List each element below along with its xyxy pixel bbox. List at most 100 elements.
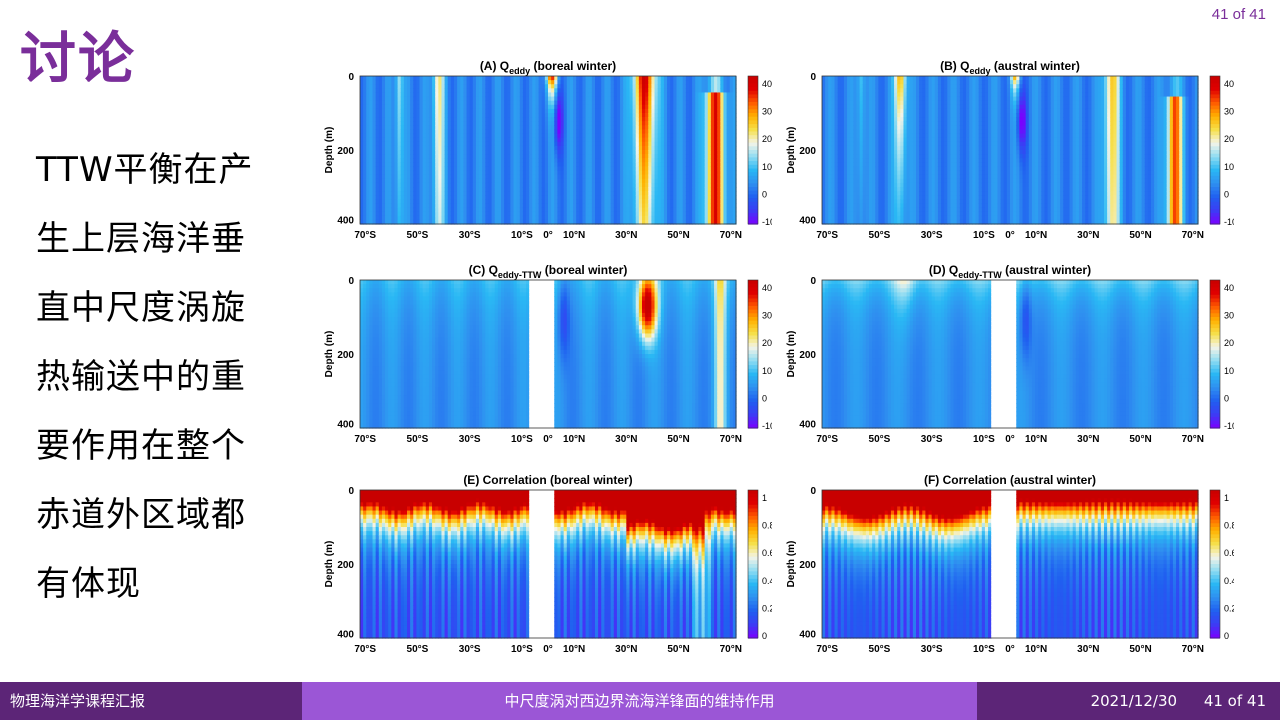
y-tick-label: 0: [348, 486, 354, 497]
y-axis-label: Depth (m): [786, 541, 797, 588]
y-axis-label: Depth (m): [786, 127, 797, 174]
colorbar-tick-label: -10: [1224, 421, 1234, 431]
x-tick-label: 10°N: [1025, 230, 1047, 241]
y-tick-label: 400: [799, 216, 816, 227]
footer-bar: 物理海洋学课程汇报 中尺度涡对西边界流海洋锋面的维持作用 2021/12/30 …: [0, 682, 1280, 720]
x-tick-label: 0°: [1005, 230, 1015, 241]
y-axis-label: Depth (m): [324, 541, 335, 588]
x-tick-label: 0°: [1005, 434, 1015, 445]
x-tick-label: 30°S: [921, 230, 943, 241]
page-indicator: 41 of 41: [1212, 6, 1266, 23]
x-tick-label: 70°S: [816, 230, 838, 241]
colorbar-tick-label: 30: [762, 311, 772, 321]
panel-title: (F) Correlation (austral winter): [924, 473, 1096, 487]
y-tick-label: 400: [799, 420, 816, 431]
colorbar: [748, 280, 758, 429]
x-tick-label: 50°N: [1129, 644, 1151, 655]
panel-title: (A) Qeddy (boreal winter): [480, 59, 616, 76]
colorbar-tick-label: 10: [1224, 162, 1234, 172]
x-tick-label: 0°: [1005, 644, 1015, 655]
colorbar-tick-label: 40: [762, 283, 772, 293]
body-line: TTW平衡在产: [36, 140, 286, 209]
slide-title: 讨论: [20, 14, 136, 95]
plot-frame: [359, 279, 737, 429]
y-tick-label: 0: [810, 72, 816, 83]
x-tick-label: 30°N: [1077, 230, 1099, 241]
colorbar-tick-label: 0.8: [762, 521, 772, 531]
footer-page: 41 of 41: [1204, 692, 1266, 710]
x-tick-label: 50°N: [667, 434, 689, 445]
y-tick-label: 400: [337, 216, 354, 227]
y-tick-label: 200: [337, 560, 354, 571]
colorbar-tick-label: 0: [762, 393, 767, 403]
colorbar-tick-label: 30: [1224, 311, 1234, 321]
x-tick-label: 30°S: [459, 644, 481, 655]
x-tick-label: 10°S: [511, 230, 533, 241]
x-tick-label: 30°S: [459, 434, 481, 445]
x-tick-label: 10°S: [511, 434, 533, 445]
x-tick-label: 70°N: [1182, 434, 1204, 445]
field-plot: (F) Correlation (austral winter) Depth (m…: [786, 473, 1234, 655]
x-tick-label: 50°N: [667, 230, 689, 241]
colorbar-frame: [747, 489, 759, 639]
x-tick-label: 10°S: [973, 434, 995, 445]
plot-frame: [821, 279, 1199, 429]
colorbar-frame: [1209, 75, 1221, 225]
colorbar-tick-label: 0: [1224, 393, 1229, 403]
field-plot: (E) Correlation (boreal winter) Depth (m)…: [324, 473, 772, 655]
colorbar-tick-label: 0: [762, 189, 767, 199]
body-text: TTW平衡在产 生上层海洋垂 直中尺度涡旋 热输送中的重 要作用在整个 赤道外区…: [36, 140, 286, 623]
x-tick-label: 10°S: [973, 644, 995, 655]
x-tick-label: 0°: [543, 434, 553, 445]
y-tick-label: 0: [348, 276, 354, 287]
x-tick-label: 30°S: [921, 434, 943, 445]
x-tick-label: 50°S: [869, 434, 891, 445]
panel-c: (C) Qeddy-TTW (boreal winter) Depth (m) 0 2…: [320, 262, 772, 452]
colorbar-tick-label: 0.2: [762, 603, 772, 613]
field-cells: [822, 490, 1199, 639]
colorbar-tick-label: -10: [762, 421, 772, 431]
colorbar-frame: [747, 75, 759, 225]
colorbar-tick-label: 40: [762, 79, 772, 89]
colorbar-tick-label: 10: [762, 162, 772, 172]
colorbar-tick-label: 1: [762, 493, 767, 503]
x-tick-label: 50°S: [407, 644, 429, 655]
field-cells: [360, 490, 737, 639]
y-axis-label: Depth (m): [324, 331, 335, 378]
plot-frame: [359, 489, 737, 639]
panel-f: (F) Correlation (austral winter) Depth (m…: [782, 472, 1234, 662]
panel-a: (A) Qeddy (boreal winter) Depth (m) 0 200 40…: [320, 58, 772, 248]
colorbar-tick-label: 20: [1224, 338, 1234, 348]
x-tick-label: 30°N: [615, 644, 637, 655]
x-tick-label: 50°N: [1129, 230, 1151, 241]
x-tick-label: 70°N: [1182, 230, 1204, 241]
x-tick-label: 10°N: [1025, 434, 1047, 445]
field-cells: [822, 280, 1199, 429]
x-tick-label: 50°N: [667, 644, 689, 655]
y-tick-label: 400: [337, 420, 354, 431]
x-tick-label: 10°S: [511, 644, 533, 655]
colorbar-tick-label: 0.4: [1224, 576, 1234, 586]
colorbar-tick-label: -10: [1224, 217, 1234, 227]
x-tick-label: 50°N: [1129, 434, 1151, 445]
y-axis-label: Depth (m): [786, 331, 797, 378]
body-line: 生上层海洋垂: [36, 209, 286, 278]
y-tick-label: 0: [348, 72, 354, 83]
footer-topic: 中尺度涡对西边界流海洋锋面的维持作用: [302, 682, 977, 720]
field-plot: (D) Qeddy-TTW (austral winter) Depth (m) 0…: [786, 263, 1234, 445]
x-tick-label: 30°N: [1077, 644, 1099, 655]
x-tick-label: 70°N: [720, 644, 742, 655]
y-tick-label: 200: [337, 350, 354, 361]
panel-e: (E) Correlation (boreal winter) Depth (m)…: [320, 472, 772, 662]
colorbar-frame: [747, 279, 759, 429]
colorbar-tick-label: 1: [1224, 493, 1229, 503]
field-plot: (B) Qeddy (austral winter)Depth (m)02004…: [786, 59, 1234, 241]
plot-frame: [821, 489, 1199, 639]
colorbar-tick-label: 0.4: [762, 576, 772, 586]
x-tick-label: 0°: [543, 644, 553, 655]
y-tick-label: 200: [799, 350, 816, 361]
colorbar-tick-label: -10: [762, 217, 772, 227]
colorbar: [748, 76, 758, 225]
x-tick-label: 50°S: [407, 434, 429, 445]
colorbar-tick-label: 30: [762, 107, 772, 117]
